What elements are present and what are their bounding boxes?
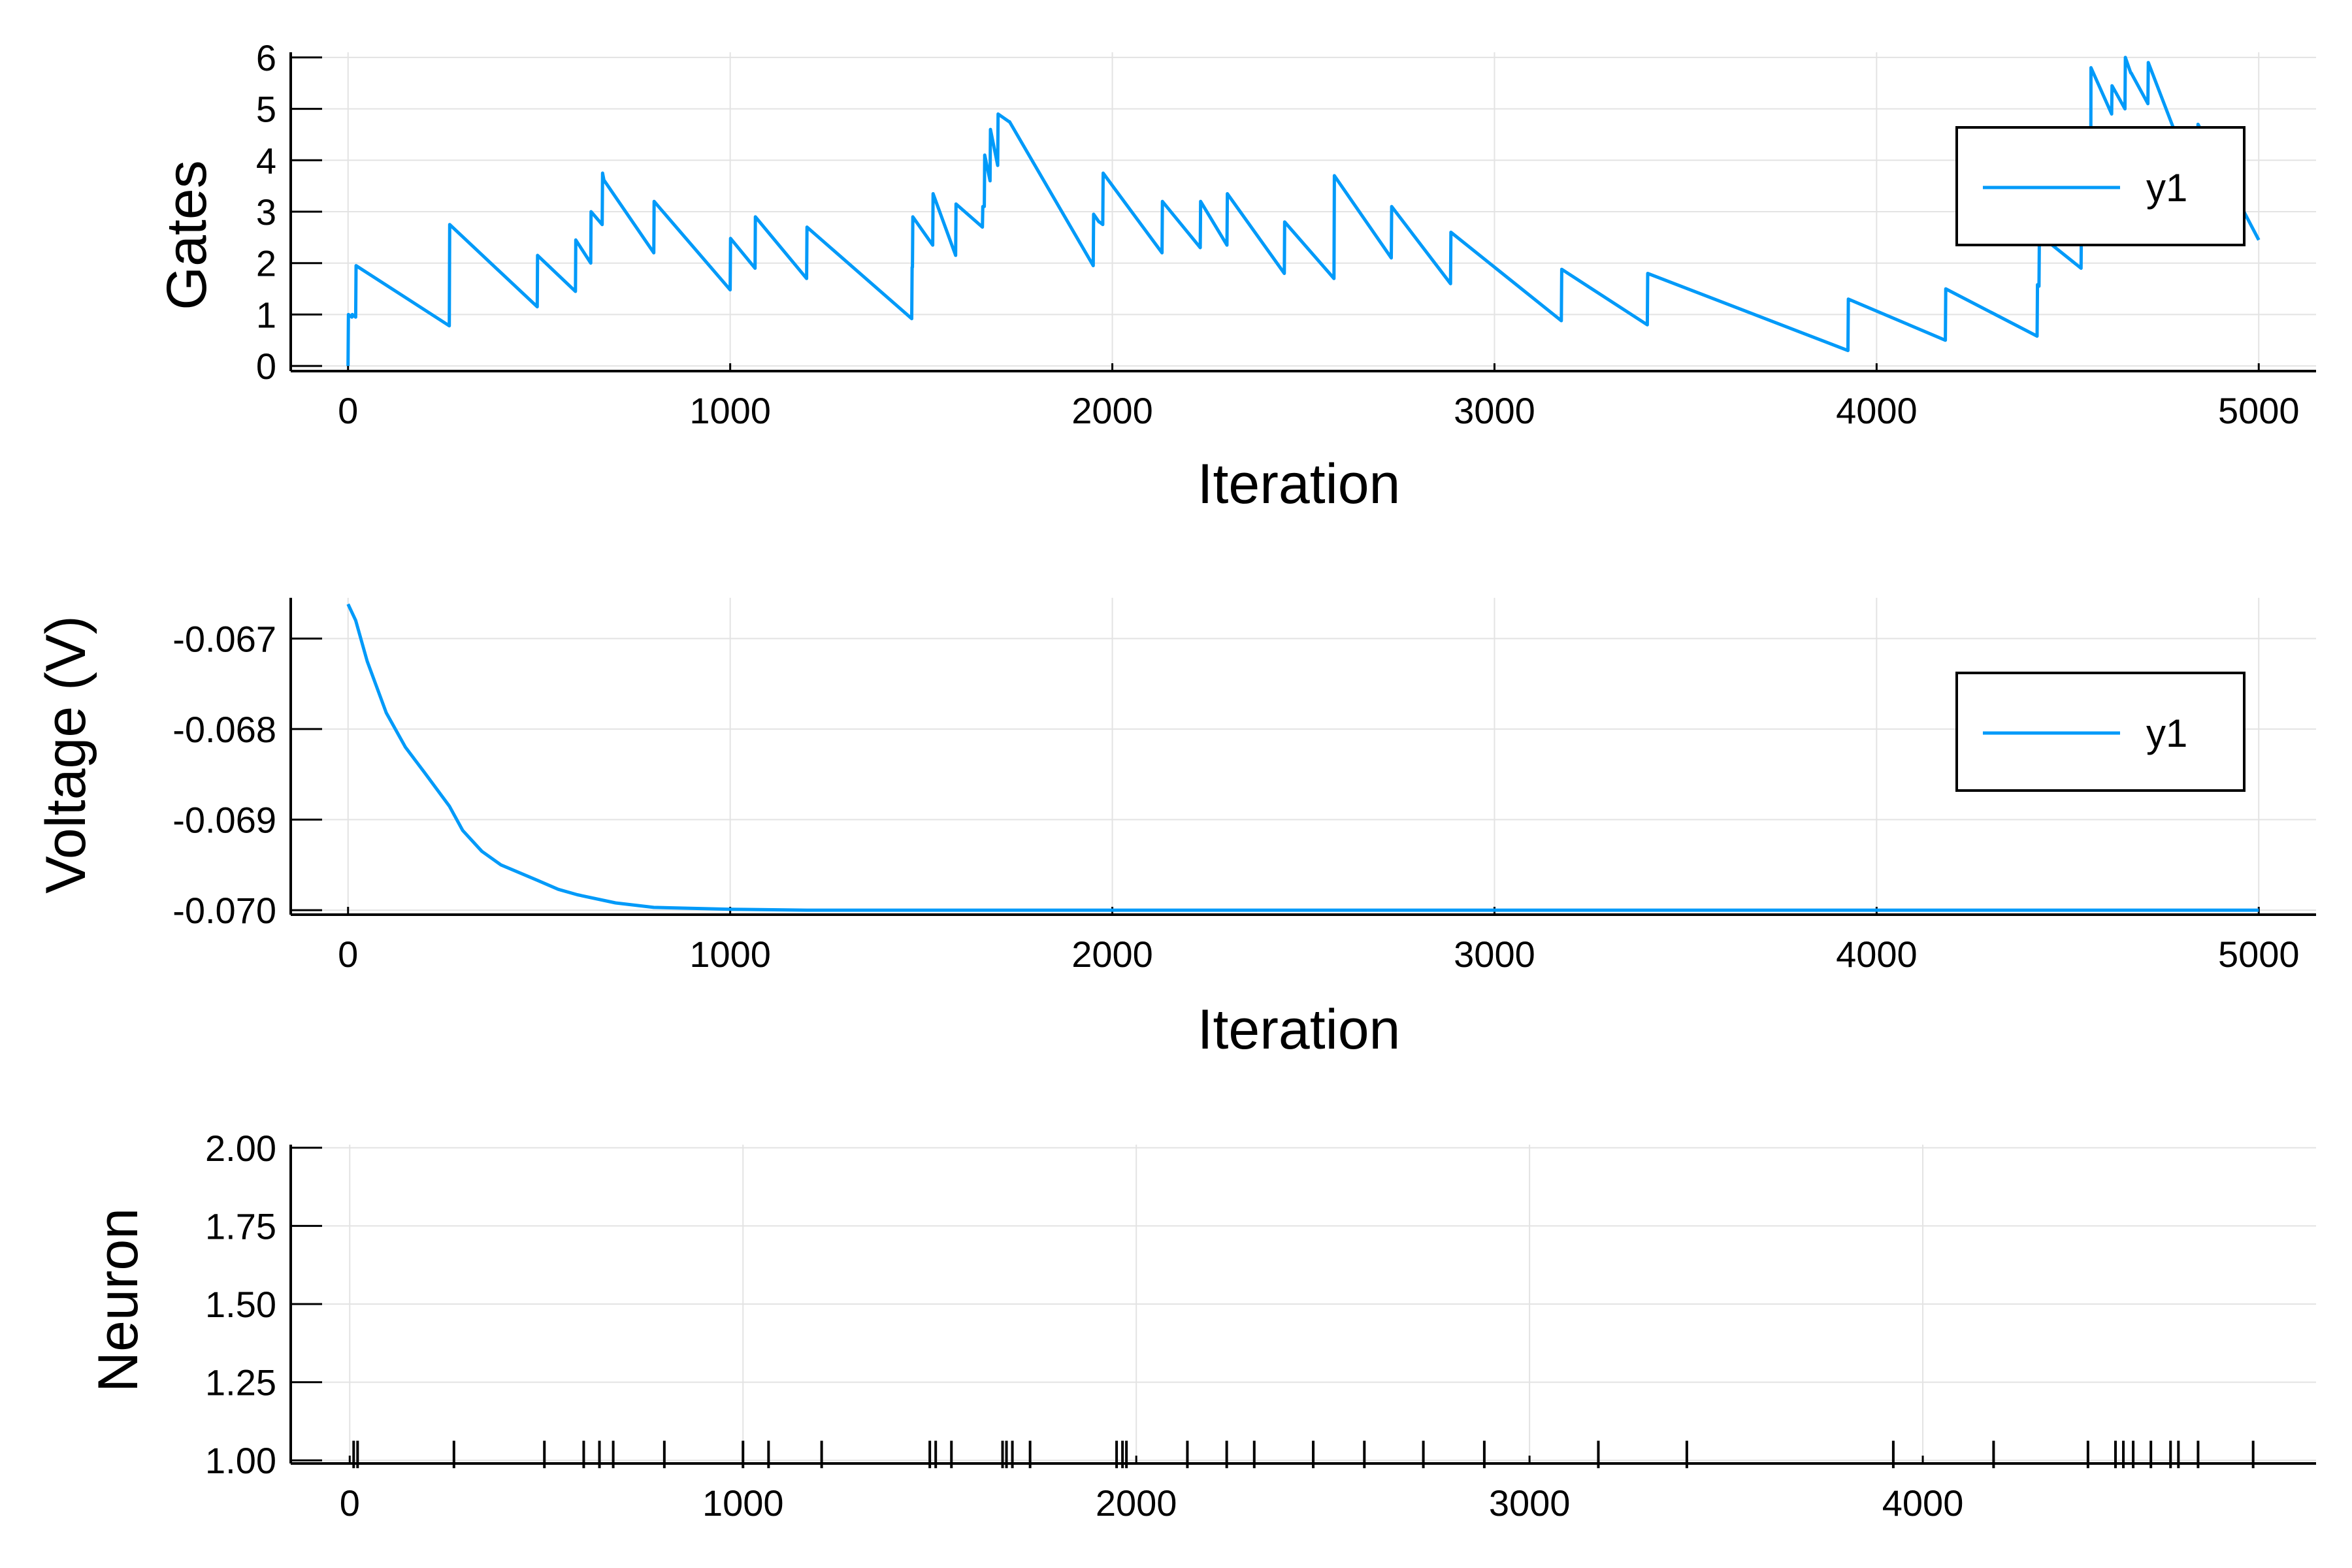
gates-y-tick-label: 5 [256, 89, 276, 130]
voltage-legend-label: y1 [2146, 711, 2187, 755]
neuron-grid [291, 1145, 2316, 1463]
voltage-y-tick-label: -0.068 [172, 709, 276, 750]
gates-x-tick-label: 4000 [1836, 390, 1918, 431]
neuron-y-tick-label: 2.00 [205, 1128, 276, 1169]
voltage-x-tick-label: 5000 [2218, 934, 2300, 975]
gates-y-axis-label: Gates [155, 160, 218, 310]
voltage-x-tick-label: 1000 [689, 934, 771, 975]
voltage-series [346, 603, 2259, 912]
gates-legend: y1 [1955, 126, 2246, 246]
neuron-y-axis-label: Neuron [87, 1208, 150, 1392]
gates-y-tick-label: 0 [256, 346, 276, 387]
neuron-spikes [352, 1441, 2255, 1469]
neuron-y-tick-label: 1.25 [205, 1362, 276, 1403]
neuron-x-tick-label: 0 [340, 1482, 360, 1524]
neuron-x-tick-label: 2000 [1096, 1482, 1177, 1524]
gates-x-tick-label: 5000 [2218, 390, 2300, 431]
neuron-x-tick-label: 4000 [1882, 1482, 1964, 1524]
voltage-x-tick-label: 4000 [1836, 934, 1918, 975]
voltage-x-tick-label: 0 [338, 934, 358, 975]
gates-x-tick-label: 2000 [1071, 390, 1153, 431]
voltage-y-tick-label: -0.067 [172, 618, 276, 659]
voltage-series-line [346, 603, 2259, 912]
gates-x-tick-label: 0 [338, 390, 358, 431]
gates-ticks: 0 1000 2000 3000 4000 5000 0 1 2 3 4 5 6 [256, 37, 2300, 431]
neuron-y-tick-label: 1.50 [205, 1284, 276, 1325]
voltage-x-tick-label: 3000 [1454, 934, 1535, 975]
gates-y-tick-label: 4 [256, 140, 276, 181]
voltage-y-axis-label: Voltage (V) [35, 615, 97, 893]
gates-y-tick-label: 2 [256, 243, 276, 284]
gates-x-tick-label: 1000 [689, 390, 771, 431]
neuron-ticks: 0 1000 2000 3000 4000 1.00 1.25 1.50 1.75 2.00 [205, 1128, 1963, 1524]
voltage-x-tick-label: 2000 [1071, 934, 1153, 975]
voltage-legend: y1 [1955, 672, 2246, 792]
voltage-y-tick-label: -0.070 [172, 890, 276, 931]
neuron-x-tick-label: 3000 [1489, 1482, 1571, 1524]
voltage-panel: 0 1000 2000 3000 4000 5000 -0.067 -0.068 -0.069 -… [35, 598, 2316, 1061]
gates-x-axis-label: Iteration [1198, 453, 1401, 515]
neuron-y-tick-label: 1.00 [205, 1440, 276, 1481]
gates-y-tick-label: 6 [256, 37, 276, 78]
neuron-panel: 0 1000 2000 3000 4000 1.00 1.25 1.50 1.75 2.00 Ne… [87, 1128, 2316, 1524]
voltage-ticks: 0 1000 2000 3000 4000 5000 -0.067 -0.068 -0.069 -… [172, 618, 2299, 975]
gates-panel: 0 1000 2000 3000 4000 5000 0 1 2 3 4 5 6 Iteration G… [155, 37, 2316, 515]
neuron-y-tick-label: 1.75 [205, 1205, 276, 1247]
gates-y-tick-label: 3 [256, 191, 276, 233]
gates-x-tick-label: 3000 [1454, 390, 1535, 431]
voltage-x-axis-label: Iteration [1198, 998, 1401, 1061]
gates-legend-label: y1 [2146, 166, 2187, 210]
voltage-y-tick-label: -0.069 [172, 800, 276, 841]
neuron-x-tick-label: 1000 [702, 1482, 784, 1524]
gates-y-tick-label: 1 [256, 294, 276, 335]
voltage-axes [289, 598, 2316, 916]
